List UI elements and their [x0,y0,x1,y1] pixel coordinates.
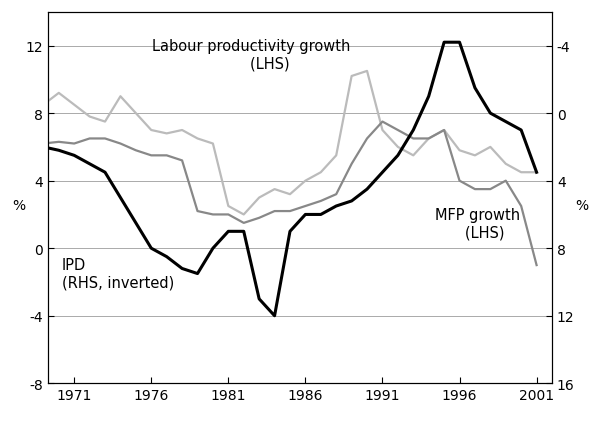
Text: MFP growth
   (LHS): MFP growth (LHS) [436,207,521,239]
Text: Labour productivity growth
        (LHS): Labour productivity growth (LHS) [152,39,350,71]
Y-axis label: %: % [12,198,25,212]
Y-axis label: %: % [575,198,588,212]
Text: IPD
(RHS, inverted): IPD (RHS, inverted) [62,258,174,290]
